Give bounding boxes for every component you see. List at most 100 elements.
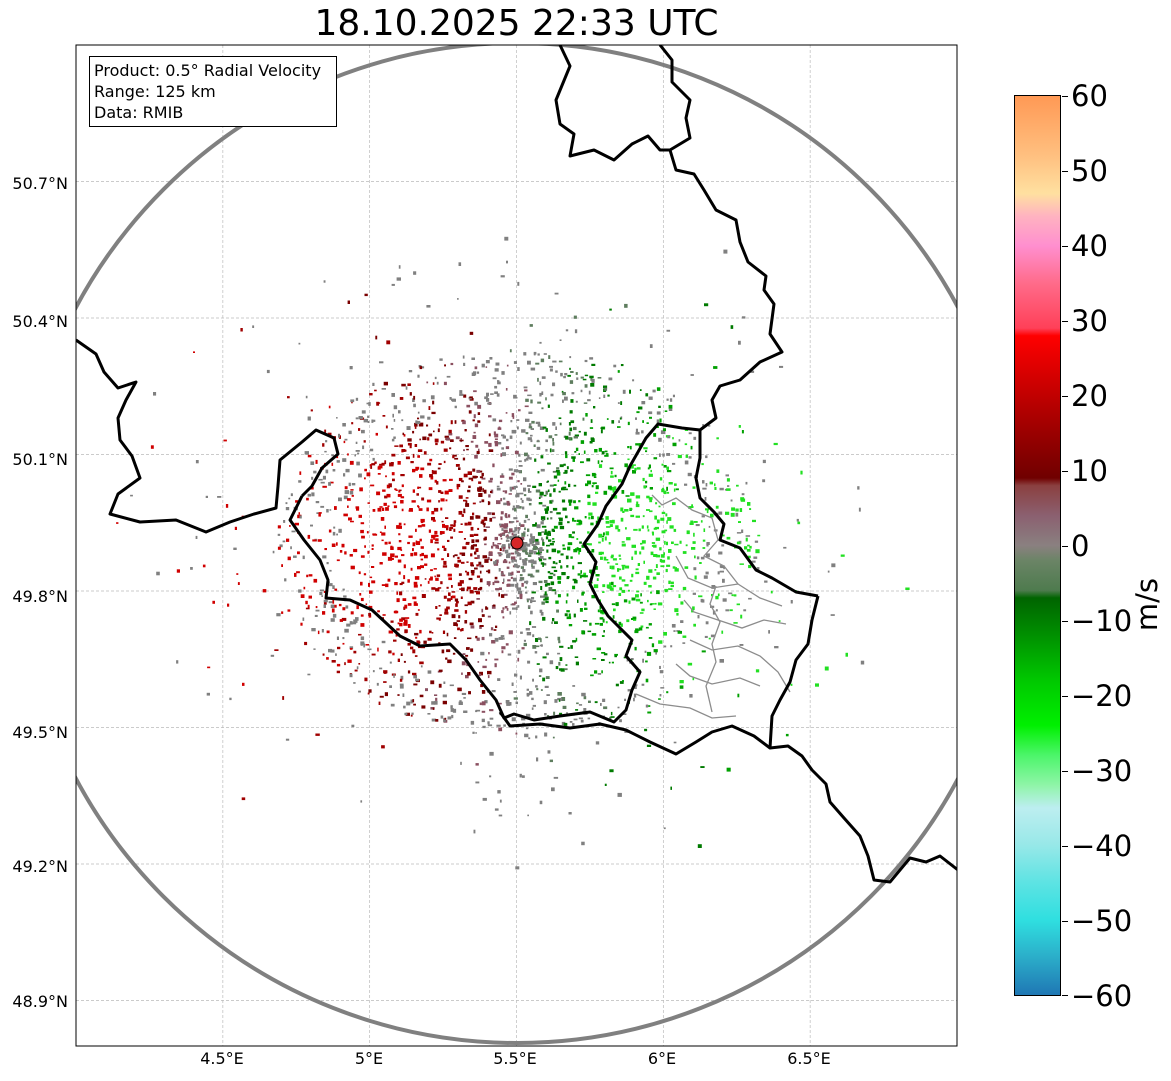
echo-pixel bbox=[485, 658, 488, 661]
echo-pixel bbox=[515, 866, 520, 870]
echo-pixel bbox=[548, 539, 552, 542]
echo-pixel bbox=[617, 529, 621, 532]
echo-pixel bbox=[582, 378, 587, 381]
echo-pixel bbox=[549, 511, 553, 514]
echo-pixel bbox=[562, 547, 566, 550]
echo-pixel bbox=[693, 532, 695, 537]
echo-pixel bbox=[398, 265, 401, 269]
echo-pixel bbox=[749, 508, 752, 510]
echo-pixel bbox=[541, 537, 543, 541]
echo-pixel bbox=[773, 442, 778, 446]
echo-pixel bbox=[431, 534, 435, 539]
echo-pixel bbox=[739, 644, 744, 646]
echo-pixel bbox=[555, 469, 560, 473]
echo-pixel bbox=[328, 529, 332, 533]
echo-pixel bbox=[388, 483, 392, 488]
echo-pixel bbox=[618, 592, 622, 596]
echo-pixel bbox=[554, 434, 558, 436]
echo-pixel bbox=[570, 399, 574, 403]
echo-pixel bbox=[549, 484, 554, 487]
echo-pixel bbox=[635, 629, 640, 631]
echo-pixel bbox=[557, 576, 562, 580]
echo-pixel bbox=[332, 531, 336, 536]
echo-pixel bbox=[638, 406, 643, 410]
echo-pixel bbox=[650, 551, 654, 556]
echo-pixel bbox=[609, 524, 613, 527]
echo-pixel bbox=[360, 636, 365, 641]
echo-pixel bbox=[535, 569, 540, 573]
echo-pixel bbox=[480, 651, 485, 656]
echo-pixel bbox=[343, 473, 346, 477]
echo-pixel bbox=[391, 393, 395, 397]
echo-pixel bbox=[635, 684, 638, 687]
echo-pixel bbox=[394, 445, 399, 447]
echo-pixel bbox=[552, 507, 558, 511]
echo-pixel bbox=[567, 542, 573, 546]
echo-pixel bbox=[687, 472, 692, 477]
colorbar-tick-label: 20 bbox=[1071, 379, 1108, 413]
echo-pixel bbox=[285, 502, 288, 505]
echo-pixel bbox=[517, 530, 520, 534]
echo-pixel bbox=[663, 465, 667, 468]
echo-pixel bbox=[397, 658, 400, 662]
echo-pixel bbox=[453, 520, 457, 523]
echo-pixel bbox=[442, 532, 445, 534]
echo-pixel bbox=[511, 571, 514, 576]
echo-pixel bbox=[358, 690, 361, 693]
echo-pixel bbox=[410, 567, 413, 571]
echo-pixel bbox=[153, 392, 157, 396]
echo-pixel bbox=[504, 606, 508, 609]
echo-pixel bbox=[404, 619, 408, 623]
echo-pixel bbox=[350, 399, 355, 403]
echo-pixel bbox=[650, 469, 652, 473]
echo-pixel bbox=[687, 662, 693, 666]
echo-pixel bbox=[722, 598, 727, 602]
echo-pixel bbox=[600, 460, 603, 463]
echo-pixel bbox=[521, 717, 526, 721]
echo-pixel bbox=[544, 685, 549, 688]
echo-pixel bbox=[492, 604, 496, 607]
echo-pixel bbox=[572, 640, 576, 643]
echo-pixel bbox=[627, 458, 630, 461]
echo-pixel bbox=[725, 474, 729, 477]
echo-pixel bbox=[635, 428, 638, 433]
echo-pixel bbox=[539, 341, 542, 344]
echo-pixel bbox=[521, 499, 524, 503]
echo-pixel bbox=[581, 841, 585, 846]
echo-pixel bbox=[479, 625, 484, 627]
echo-pixel bbox=[564, 469, 568, 474]
echo-pixel bbox=[546, 652, 549, 656]
echo-pixel bbox=[433, 537, 435, 540]
echo-pixel bbox=[725, 511, 730, 515]
echo-pixel bbox=[516, 570, 520, 573]
echo-pixel bbox=[307, 534, 311, 539]
echo-pixel bbox=[478, 448, 480, 452]
echo-pixel bbox=[427, 713, 431, 715]
echo-pixel bbox=[286, 538, 290, 542]
echo-pixel bbox=[607, 394, 610, 397]
echo-pixel bbox=[614, 474, 617, 478]
echo-pixel bbox=[305, 607, 310, 610]
echo-pixel bbox=[783, 546, 787, 549]
echo-pixel bbox=[646, 575, 650, 580]
echo-pixel bbox=[556, 609, 559, 613]
echo-pixel bbox=[438, 490, 442, 493]
echo-pixel bbox=[474, 454, 478, 459]
echo-pixel bbox=[601, 652, 606, 654]
echo-pixel bbox=[517, 480, 520, 483]
echo-pixel bbox=[526, 632, 532, 636]
echo-pixel bbox=[445, 499, 448, 502]
echo-pixel bbox=[546, 517, 549, 520]
echo-pixel bbox=[351, 724, 355, 728]
echo-pixel bbox=[492, 463, 495, 468]
echo-pixel bbox=[415, 612, 419, 616]
echo-pixel bbox=[512, 415, 515, 419]
echo-pixel bbox=[620, 517, 624, 522]
echo-pixel bbox=[460, 596, 463, 599]
echo-pixel bbox=[434, 694, 438, 696]
echo-pixel bbox=[551, 589, 556, 592]
echo-pixel bbox=[570, 371, 574, 373]
echo-pixel bbox=[537, 637, 541, 640]
echo-pixel bbox=[399, 444, 403, 448]
